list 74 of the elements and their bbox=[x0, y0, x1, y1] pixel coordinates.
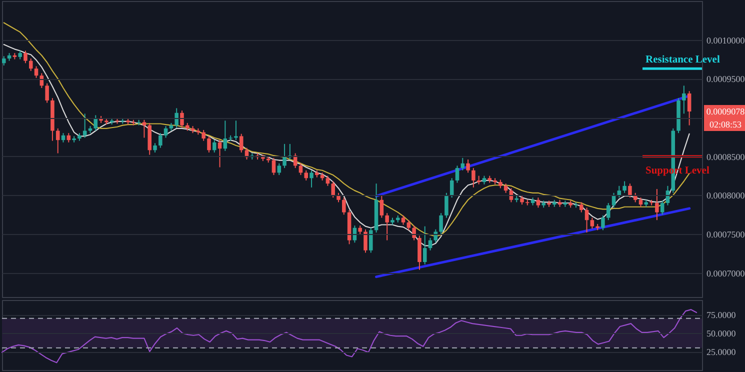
candlestick bbox=[207, 136, 211, 153]
candlestick bbox=[455, 165, 460, 184]
candlestick bbox=[66, 132, 71, 143]
candlestick bbox=[504, 183, 508, 194]
candlestick bbox=[277, 162, 282, 176]
candlestick bbox=[617, 185, 622, 198]
candlestick bbox=[655, 188, 659, 221]
candlestick bbox=[223, 120, 228, 152]
candlestick bbox=[406, 220, 411, 231]
candlestick bbox=[584, 207, 589, 234]
y-tick-label: 0.0007000 bbox=[706, 268, 745, 278]
candlestick bbox=[628, 183, 632, 198]
candlestick bbox=[412, 225, 416, 241]
candlestick bbox=[142, 119, 146, 138]
candlestick bbox=[234, 120, 238, 141]
candlestick bbox=[364, 228, 368, 254]
candlestick bbox=[622, 180, 626, 194]
candlestick bbox=[466, 158, 470, 174]
y-tick-label: 0.0008500 bbox=[706, 152, 745, 162]
y-tick-label: 0.0007500 bbox=[706, 230, 745, 240]
candlestick bbox=[82, 113, 87, 138]
candlestick bbox=[385, 212, 389, 241]
candlestick bbox=[24, 50, 28, 64]
candlestick bbox=[342, 197, 346, 216]
candlestick bbox=[687, 90, 692, 126]
y-tick-label: 75.0000 bbox=[706, 310, 736, 320]
candlestick bbox=[606, 202, 610, 221]
candlestick bbox=[660, 200, 664, 216]
candlestick bbox=[326, 175, 330, 186]
candlestick bbox=[450, 178, 454, 198]
ref-line-label: Resistance Level bbox=[646, 54, 720, 66]
candlestick bbox=[282, 143, 286, 169]
line-series bbox=[1, 309, 698, 364]
candlestick bbox=[369, 227, 373, 254]
annotation: 0.0009078 bbox=[706, 106, 745, 116]
candlestick bbox=[212, 140, 216, 153]
candlestick bbox=[444, 192, 448, 218]
y-tick-label: 25.0000 bbox=[706, 347, 736, 358]
candlestick bbox=[56, 128, 60, 154]
candlestick bbox=[380, 194, 384, 218]
candlestick bbox=[682, 85, 686, 114]
candlestick bbox=[428, 237, 432, 251]
candlestick bbox=[202, 129, 206, 142]
candlestick bbox=[304, 170, 308, 181]
candlestick bbox=[61, 132, 66, 143]
candlestick bbox=[34, 66, 38, 78]
text: 02:08:53 bbox=[709, 119, 742, 130]
y-tick-label: 50.0000 bbox=[706, 328, 736, 339]
candlestick bbox=[180, 110, 184, 128]
candlestick bbox=[601, 214, 605, 231]
candlestick bbox=[2, 56, 6, 66]
candlestick bbox=[536, 197, 540, 208]
candlestick bbox=[472, 168, 476, 188]
y-tick-label: 0.0010000 bbox=[706, 35, 745, 46]
y-tick-label: 0.0008000 bbox=[706, 190, 745, 201]
candlestick bbox=[298, 162, 303, 176]
candlestick bbox=[579, 202, 584, 213]
candlestick bbox=[158, 132, 162, 148]
candlestick bbox=[164, 126, 168, 138]
candlestick bbox=[401, 214, 406, 226]
candlestick bbox=[174, 108, 178, 128]
candlestick bbox=[460, 157, 465, 171]
candlestick bbox=[439, 212, 443, 235]
candlestick bbox=[153, 142, 157, 153]
y-tick-label: 0.0009500 bbox=[706, 74, 745, 84]
candlestick bbox=[239, 133, 244, 153]
candlestick bbox=[638, 197, 643, 208]
candlestick bbox=[422, 226, 427, 265]
candlestick bbox=[45, 82, 49, 104]
candlestick bbox=[310, 170, 314, 188]
candlestick bbox=[331, 180, 335, 198]
candlestick bbox=[336, 192, 340, 203]
candlestick bbox=[590, 217, 594, 230]
candlestick bbox=[28, 58, 33, 72]
